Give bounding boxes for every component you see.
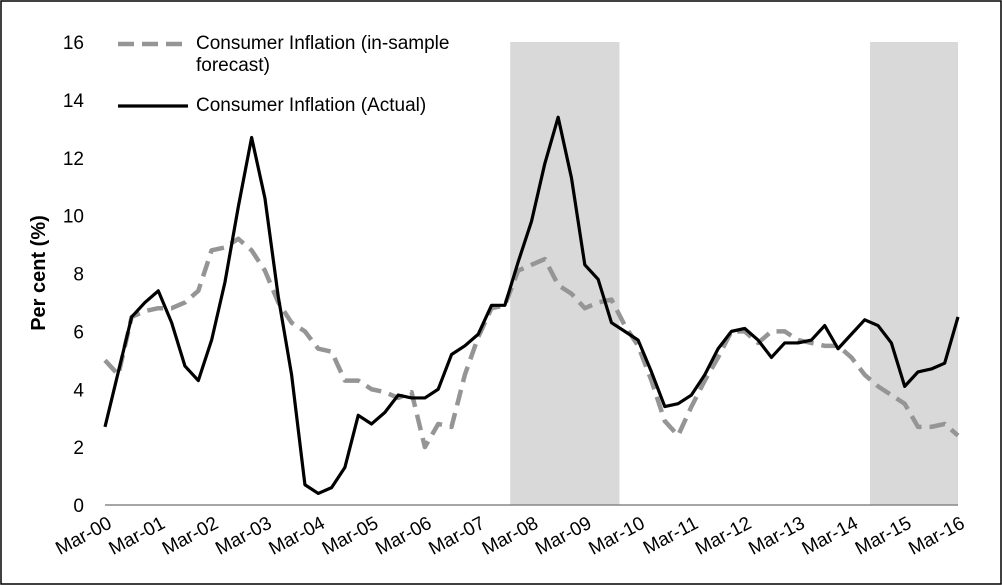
series-line — [103, 115, 960, 496]
series-line — [103, 236, 960, 450]
y-tick-label: 0 — [73, 496, 84, 517]
y-tick-label: 8 — [73, 265, 84, 286]
y-tick-label: 10 — [63, 207, 84, 228]
shaded-region — [510, 42, 620, 505]
y-tick-label: 16 — [63, 33, 84, 54]
shaded-region — [870, 42, 958, 505]
y-tick-label: 14 — [63, 91, 85, 112]
y-tick-label: 12 — [63, 149, 84, 170]
y-tick-label: 6 — [73, 322, 84, 343]
legend-label: Consumer Inflation (in-sample forecast) — [196, 33, 450, 76]
y-tick-label: 4 — [73, 380, 84, 401]
y-axis-label: Per cent (%) — [28, 215, 50, 331]
legend-label: Consumer Inflation (Actual) — [196, 95, 427, 116]
y-tick-label: 2 — [73, 438, 84, 459]
